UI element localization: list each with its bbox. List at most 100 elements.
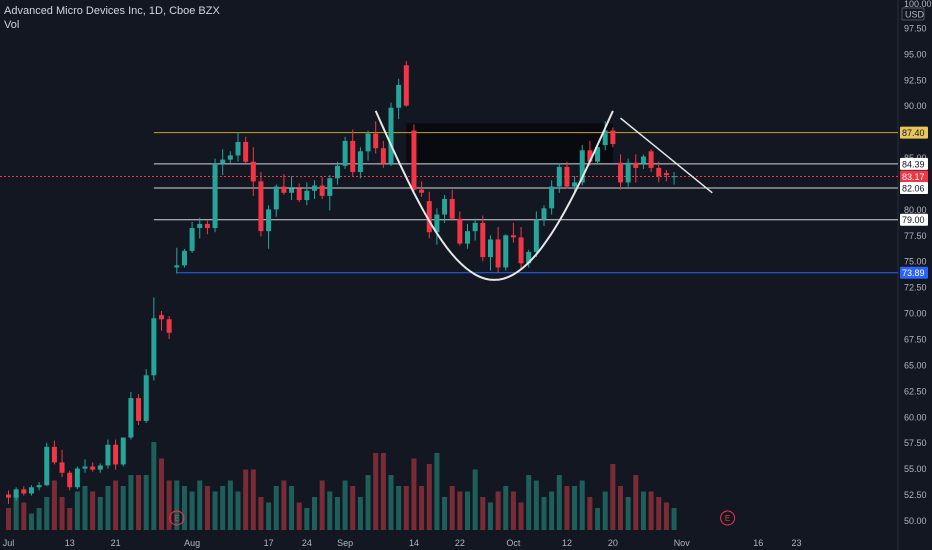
volume-bar — [495, 491, 501, 530]
candle-body — [113, 444, 119, 465]
volume-bar — [36, 508, 42, 530]
volume-bar — [227, 480, 233, 530]
candle-body — [357, 151, 363, 173]
level-tag-label: 83.17 — [902, 172, 925, 182]
level-tag — [900, 157, 928, 170]
candle-body — [90, 466, 96, 470]
level-tag-label: 82.06 — [902, 184, 925, 194]
candle-body — [189, 228, 195, 251]
volume-bar — [465, 491, 470, 530]
x-tick-label: 23 — [791, 538, 801, 548]
volume-bar — [166, 480, 172, 530]
candle-body — [411, 130, 417, 190]
candle-body — [174, 265, 180, 268]
x-tick-label: Nov — [674, 538, 691, 548]
candle-body — [572, 182, 578, 187]
level-tag-label: 79.00 — [902, 215, 925, 225]
volume-bar — [556, 475, 562, 530]
volume-bar — [625, 497, 631, 530]
candle-body — [403, 65, 409, 106]
candle-body — [510, 235, 516, 238]
x-tick-label: 20 — [608, 538, 618, 548]
volume-bar — [526, 475, 532, 530]
candle-body — [503, 235, 509, 268]
volume-bar — [197, 480, 203, 530]
volume-bar — [640, 491, 646, 530]
candle-body — [334, 165, 340, 179]
volume-bar — [143, 475, 149, 530]
volume-bar — [312, 497, 317, 530]
volume-bar — [44, 497, 50, 530]
candle-body — [312, 185, 317, 191]
candle-body — [6, 494, 11, 498]
volume-bar — [357, 497, 363, 530]
candle-body — [465, 231, 470, 244]
x-tick-label: 16 — [753, 538, 763, 548]
candle-body — [350, 140, 356, 173]
candle-body — [235, 141, 241, 156]
candle-body — [595, 147, 601, 162]
volume-bar — [457, 491, 463, 530]
volume-bar — [449, 486, 455, 530]
candle-body — [610, 130, 616, 145]
volume-bar — [572, 486, 578, 530]
y-tick-label: 65.00 — [904, 360, 927, 370]
volume-bar — [151, 442, 157, 530]
candle-body — [44, 446, 50, 486]
candle-body — [426, 201, 432, 233]
volume-bar — [28, 513, 34, 530]
candle-body — [59, 462, 65, 473]
candle-body — [472, 222, 478, 232]
candle-body — [618, 162, 623, 183]
volume-bar — [350, 486, 356, 530]
candle-body — [388, 107, 394, 164]
level-tag-label: 84.39 — [902, 159, 925, 169]
volume-bar — [136, 475, 142, 530]
candle-body — [380, 148, 386, 164]
volume-bar — [74, 491, 80, 530]
handle-trendline — [620, 117, 713, 194]
volume-bar — [633, 475, 639, 530]
candle-body — [419, 189, 425, 193]
volume-bar — [21, 502, 27, 530]
candle-body — [327, 178, 333, 196]
cup-shade — [406, 123, 613, 163]
candle-body — [487, 239, 493, 258]
earnings-marker — [169, 510, 185, 526]
candle-body — [250, 161, 256, 182]
candle-body — [656, 167, 662, 177]
level-tag-label: 87.40 — [902, 128, 925, 138]
x-tick-label: 12 — [562, 538, 572, 548]
volume-bar — [67, 508, 73, 530]
candle-body — [640, 156, 646, 164]
volume-bar — [373, 453, 379, 530]
volume-bar — [113, 480, 119, 530]
volume-bar — [365, 475, 371, 530]
candle-body — [526, 251, 532, 264]
y-tick-label: 70.00 — [904, 309, 927, 319]
y-tick-label: 62.50 — [904, 386, 927, 396]
y-tick-label: 60.00 — [904, 412, 927, 422]
candle-body — [227, 155, 233, 160]
x-tick-label: 21 — [111, 538, 121, 548]
volume-bar — [602, 491, 608, 530]
candle-body — [533, 219, 539, 252]
candle-body — [625, 162, 631, 183]
candle-body — [82, 466, 88, 469]
volume-bar — [541, 497, 547, 530]
x-tick-label: Aug — [184, 538, 200, 548]
candle-body — [197, 223, 203, 229]
volume-bar — [243, 469, 249, 530]
candle-body — [204, 223, 210, 229]
y-tick-label: 75.00 — [904, 257, 927, 267]
candle-body — [602, 130, 608, 146]
candle-body — [258, 181, 264, 232]
volume-bar — [304, 508, 310, 530]
cup-curve — [374, 110, 614, 281]
candle-body — [365, 133, 371, 152]
candle-body — [442, 199, 448, 215]
volume-bar — [82, 486, 88, 530]
level-tag — [900, 170, 928, 183]
currency-badge — [901, 7, 925, 21]
